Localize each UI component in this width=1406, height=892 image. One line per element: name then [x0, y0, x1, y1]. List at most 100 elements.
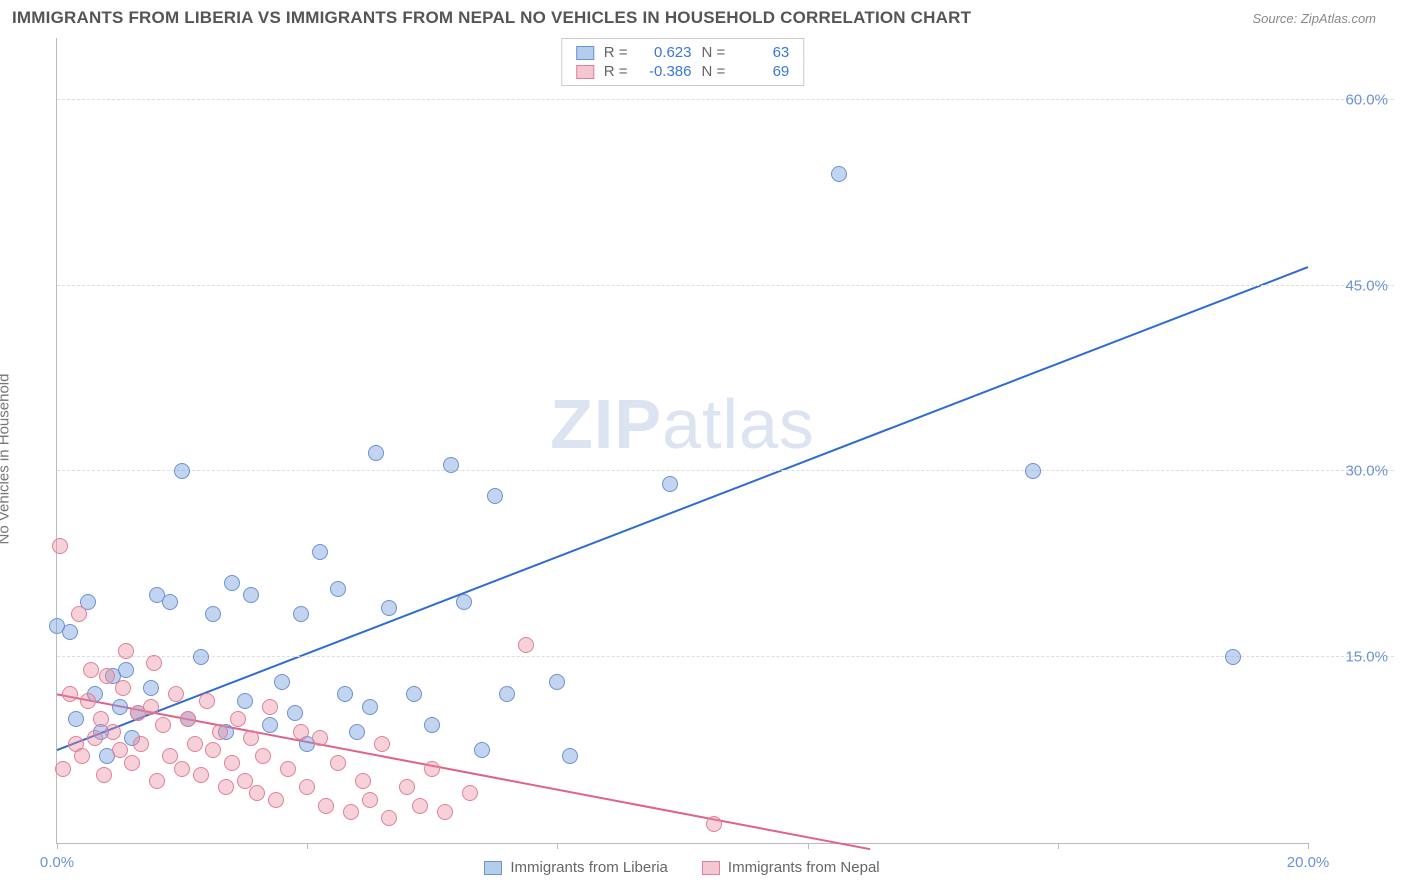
scatter-point-series1: [443, 457, 459, 473]
scatter-point-series2: [268, 792, 284, 808]
chart-container: No Vehicles in Household ZIPatlas R = 0.…: [12, 38, 1394, 880]
scatter-point-series2: [312, 730, 328, 746]
scatter-point-series2: [437, 804, 453, 820]
scatter-point-series2: [212, 724, 228, 740]
scatter-point-series2: [205, 742, 221, 758]
scatter-point-series1: [456, 594, 472, 610]
legend-item-series2: Immigrants from Nepal: [702, 859, 880, 876]
scatter-point-series2: [187, 736, 203, 752]
scatter-point-series2: [318, 798, 334, 814]
scatter-point-series2: [262, 699, 278, 715]
scatter-point-series1: [62, 624, 78, 640]
scatter-point-series1: [487, 488, 503, 504]
scatter-point-series1: [118, 662, 134, 678]
scatter-point-series2: [518, 637, 534, 653]
scatter-point-series1: [330, 581, 346, 597]
scatter-point-series2: [255, 748, 271, 764]
scatter-point-series2: [62, 686, 78, 702]
scatter-point-series2: [52, 538, 68, 554]
y-tick-label: 45.0%: [1345, 277, 1388, 294]
chart-title: IMMIGRANTS FROM LIBERIA VS IMMIGRANTS FR…: [12, 8, 971, 28]
scatter-point-series2: [293, 724, 309, 740]
legend-label-series1: Immigrants from Liberia: [510, 859, 668, 876]
scatter-point-series2: [124, 755, 140, 771]
scatter-point-series1: [224, 575, 240, 591]
scatter-point-series1: [381, 600, 397, 616]
x-tick: [57, 843, 58, 849]
y-tick-label: 60.0%: [1345, 91, 1388, 108]
scatter-point-series1: [287, 705, 303, 721]
scatter-point-series2: [399, 779, 415, 795]
scatter-point-series2: [330, 755, 346, 771]
scatter-point-series2: [237, 773, 253, 789]
scatter-point-series1: [262, 717, 278, 733]
scatter-point-series1: [1025, 463, 1041, 479]
header: IMMIGRANTS FROM LIBERIA VS IMMIGRANTS FR…: [0, 0, 1406, 32]
trend-line: [57, 267, 1308, 750]
scatter-point-series2: [168, 686, 184, 702]
scatter-point-series1: [143, 680, 159, 696]
legend-label-series2: Immigrants from Nepal: [728, 859, 880, 876]
scatter-point-series2: [193, 767, 209, 783]
scatter-point-series1: [406, 686, 422, 702]
scatter-point-series2: [180, 711, 196, 727]
x-tick: [1058, 843, 1059, 849]
scatter-point-series2: [149, 773, 165, 789]
gridline-h: [57, 99, 1394, 100]
scatter-point-series2: [133, 736, 149, 752]
x-tick: [307, 843, 308, 849]
scatter-point-series1: [274, 674, 290, 690]
scatter-point-series1: [362, 699, 378, 715]
scatter-point-series2: [218, 779, 234, 795]
scatter-point-series2: [115, 680, 131, 696]
scatter-point-series2: [118, 643, 134, 659]
scatter-point-series2: [412, 798, 428, 814]
scatter-point-series1: [193, 649, 209, 665]
scatter-point-series2: [87, 730, 103, 746]
scatter-point-series2: [230, 711, 246, 727]
scatter-point-series1: [174, 463, 190, 479]
scatter-point-series2: [374, 736, 390, 752]
scatter-point-series1: [368, 445, 384, 461]
scatter-point-series2: [71, 606, 87, 622]
scatter-point-series2: [93, 711, 109, 727]
scatter-point-series1: [549, 674, 565, 690]
scatter-point-series1: [499, 686, 515, 702]
scatter-point-series2: [199, 693, 215, 709]
scatter-point-series2: [706, 816, 722, 832]
x-tick: [557, 843, 558, 849]
scatter-point-series1: [474, 742, 490, 758]
scatter-point-series2: [112, 742, 128, 758]
scatter-point-series2: [424, 761, 440, 777]
scatter-point-series2: [462, 785, 478, 801]
scatter-point-series2: [362, 792, 378, 808]
y-tick-label: 30.0%: [1345, 463, 1388, 480]
scatter-point-series1: [68, 711, 84, 727]
scatter-point-series1: [562, 748, 578, 764]
scatter-point-series2: [96, 767, 112, 783]
scatter-point-series2: [381, 810, 397, 826]
gridline-h: [57, 656, 1394, 657]
scatter-point-series1: [112, 699, 128, 715]
scatter-point-series2: [105, 724, 121, 740]
scatter-point-series2: [280, 761, 296, 777]
x-tick: [808, 843, 809, 849]
scatter-point-series1: [205, 606, 221, 622]
y-axis-label: No Vehicles in Household: [0, 374, 13, 545]
x-tick: [1308, 843, 1309, 849]
scatter-point-series1: [162, 594, 178, 610]
scatter-point-series1: [1225, 649, 1241, 665]
y-tick-label: 15.0%: [1345, 649, 1388, 666]
scatter-point-series1: [243, 587, 259, 603]
scatter-point-series1: [424, 717, 440, 733]
gridline-h: [57, 470, 1394, 471]
scatter-point-series1: [312, 544, 328, 560]
scatter-point-series2: [55, 761, 71, 777]
scatter-point-series2: [243, 730, 259, 746]
source-attribution: Source: ZipAtlas.com: [1252, 11, 1376, 26]
plot-area: ZIPatlas R = 0.623 N = 63 R = -0.386 N =…: [56, 38, 1308, 844]
scatter-point-series1: [662, 476, 678, 492]
scatter-point-series2: [155, 717, 171, 733]
scatter-point-series1: [337, 686, 353, 702]
scatter-point-series2: [99, 668, 115, 684]
